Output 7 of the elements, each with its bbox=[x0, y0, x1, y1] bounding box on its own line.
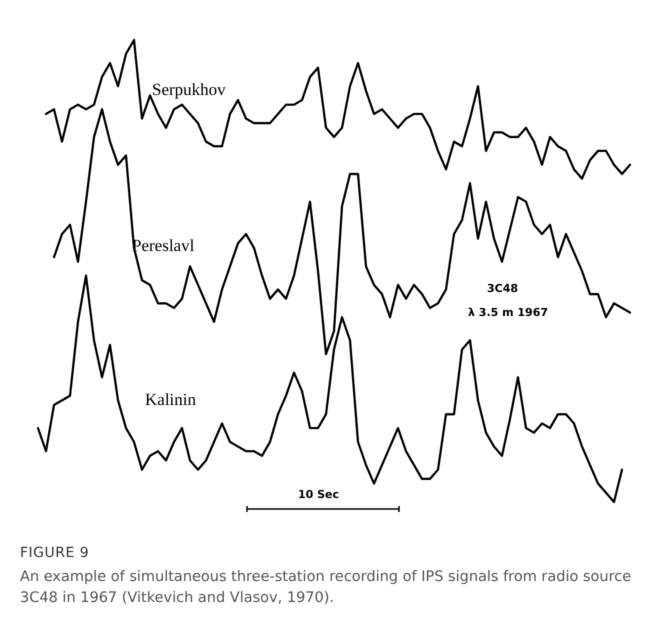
series-label: Kalinin bbox=[145, 390, 196, 410]
annotation: 10 Sec bbox=[298, 488, 340, 501]
text: An example of simultaneous three-station recording of IPS signals from radio source 3C48 in 1967 (Vitkevich and Vlasov, 1970). bbox=[20, 568, 632, 608]
series-label: Serpukhov bbox=[152, 80, 226, 100]
text: FIGURE 9 bbox=[20, 545, 90, 561]
annotation: λ 3.5 m 1967 bbox=[468, 306, 548, 319]
annotation: 3C48 bbox=[487, 282, 518, 295]
